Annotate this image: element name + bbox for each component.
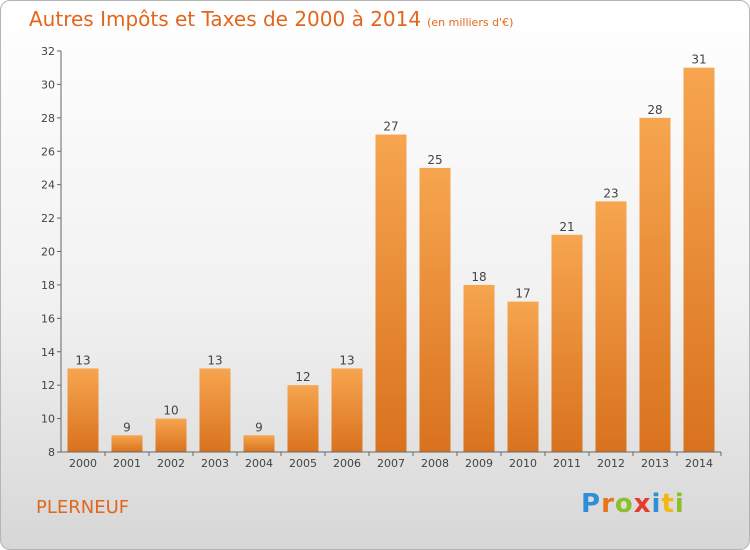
data-label: 13 (75, 353, 90, 367)
chart-title-text: Autres Impôts et Taxes de 2000 à 2014 (29, 7, 422, 31)
y-tick-label: 22 (41, 212, 55, 225)
data-label: 25 (427, 153, 442, 167)
y-tick-label: 12 (41, 379, 55, 392)
bar (243, 435, 275, 452)
logo-letter: x (633, 489, 652, 519)
bar (111, 435, 143, 452)
y-tick-label: 20 (41, 246, 55, 259)
data-label: 18 (471, 270, 486, 284)
y-tick-label: 28 (41, 112, 55, 125)
data-label: 13 (339, 353, 354, 367)
y-tick-label: 30 (41, 78, 55, 91)
logo-letter: P (581, 489, 602, 519)
logo-letter: i (674, 489, 685, 519)
y-tick-label: 24 (41, 179, 55, 192)
proxiti-logo: Proxiti (581, 489, 685, 519)
y-tick-label: 10 (41, 413, 55, 426)
y-tick-label: 18 (41, 279, 55, 292)
logo-letter: t (661, 489, 675, 519)
x-tick-label: 2004 (245, 457, 273, 470)
x-tick-label: 2000 (69, 457, 97, 470)
bar (287, 385, 319, 452)
x-tick-label: 2007 (377, 457, 405, 470)
x-tick-label: 2002 (157, 457, 185, 470)
x-tick-label: 2013 (641, 457, 669, 470)
data-label: 23 (603, 186, 618, 200)
x-tick-label: 2009 (465, 457, 493, 470)
y-tick-label: 32 (41, 45, 55, 58)
x-tick-label: 2001 (113, 457, 141, 470)
bar (507, 301, 539, 452)
x-tick-label: 2005 (289, 457, 317, 470)
town-name: PLERNEUF (36, 497, 130, 518)
data-label: 17 (515, 287, 530, 301)
y-tick-label: 26 (41, 145, 55, 158)
data-label: 27 (383, 120, 398, 134)
bar (419, 167, 451, 453)
x-tick-label: 2014 (685, 457, 713, 470)
bar (375, 134, 407, 452)
y-tick-label: 14 (41, 346, 55, 359)
logo-letter: r (601, 489, 615, 519)
bar (683, 67, 715, 452)
bar (463, 284, 495, 452)
x-tick-label: 2006 (333, 457, 361, 470)
data-label: 28 (647, 103, 662, 117)
data-label: 9 (255, 420, 263, 434)
data-label: 9 (123, 420, 131, 434)
y-tick-label: 16 (41, 312, 55, 325)
logo-letter: o (614, 489, 634, 519)
bar (551, 234, 583, 452)
x-tick-label: 2011 (553, 457, 581, 470)
x-tick-label: 2012 (597, 457, 625, 470)
y-tick-label: 8 (48, 446, 55, 459)
chart-unit: (en milliers d'€) (427, 16, 514, 29)
logo-letter: i (651, 489, 662, 519)
data-label: 21 (559, 220, 574, 234)
x-tick-label: 2008 (421, 457, 449, 470)
bar (155, 418, 187, 452)
bar (199, 368, 231, 452)
x-tick-label: 2010 (509, 457, 537, 470)
bar (595, 201, 627, 452)
data-label: 13 (207, 353, 222, 367)
x-tick-label: 2003 (201, 457, 229, 470)
bar (639, 117, 671, 452)
bar (331, 368, 363, 452)
data-label: 10 (163, 404, 178, 418)
data-label: 31 (691, 53, 706, 67)
chart-title: Autres Impôts et Taxes de 2000 à 2014 (en… (29, 7, 513, 31)
bar (67, 368, 99, 452)
data-label: 12 (295, 370, 310, 384)
